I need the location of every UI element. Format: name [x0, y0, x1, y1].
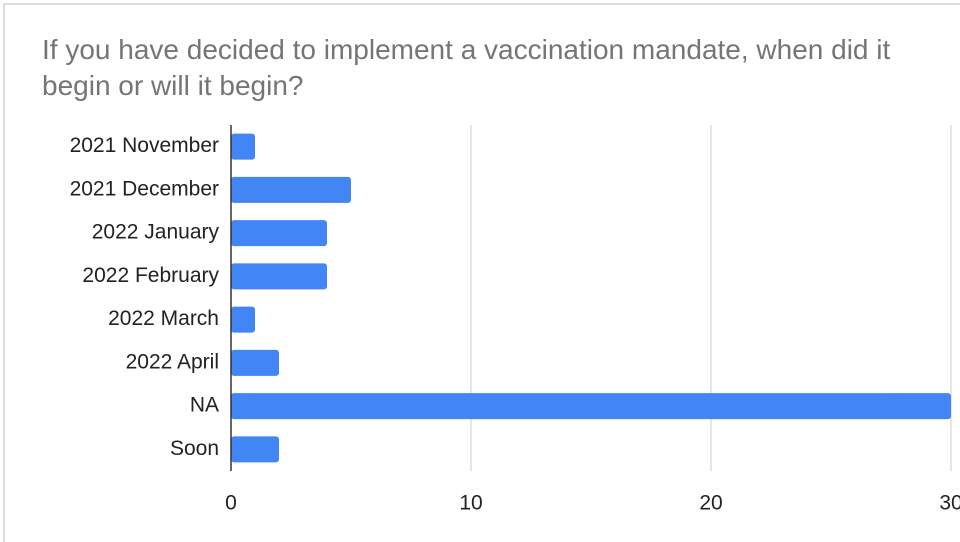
y-tick-label: 2021 November: [70, 134, 219, 157]
x-tick-label: 20: [699, 492, 722, 515]
chart-border: [3, 3, 960, 542]
bar: [231, 263, 327, 290]
y-tick-label: Soon: [170, 437, 219, 460]
y-tick-label: 2021 December: [70, 177, 219, 200]
y-tick-label: 2022 February: [82, 264, 219, 287]
bar: [231, 220, 327, 247]
y-tick-label: NA: [190, 394, 219, 417]
bar: [231, 349, 279, 376]
y-tick-label: 2022 January: [92, 221, 220, 244]
bar: [231, 393, 951, 420]
bar: [231, 436, 279, 463]
chart-title: If you have decided to implement a vacci…: [42, 34, 891, 101]
y-tick-label: 2022 April: [126, 350, 219, 373]
y-tick-label: 2022 March: [108, 307, 219, 330]
bar: [231, 133, 255, 160]
x-tick-label: 30: [939, 492, 960, 515]
bar: [231, 176, 351, 203]
bar: [231, 306, 255, 333]
x-tick-label: 10: [459, 492, 482, 515]
x-tick-label: 0: [225, 492, 237, 515]
